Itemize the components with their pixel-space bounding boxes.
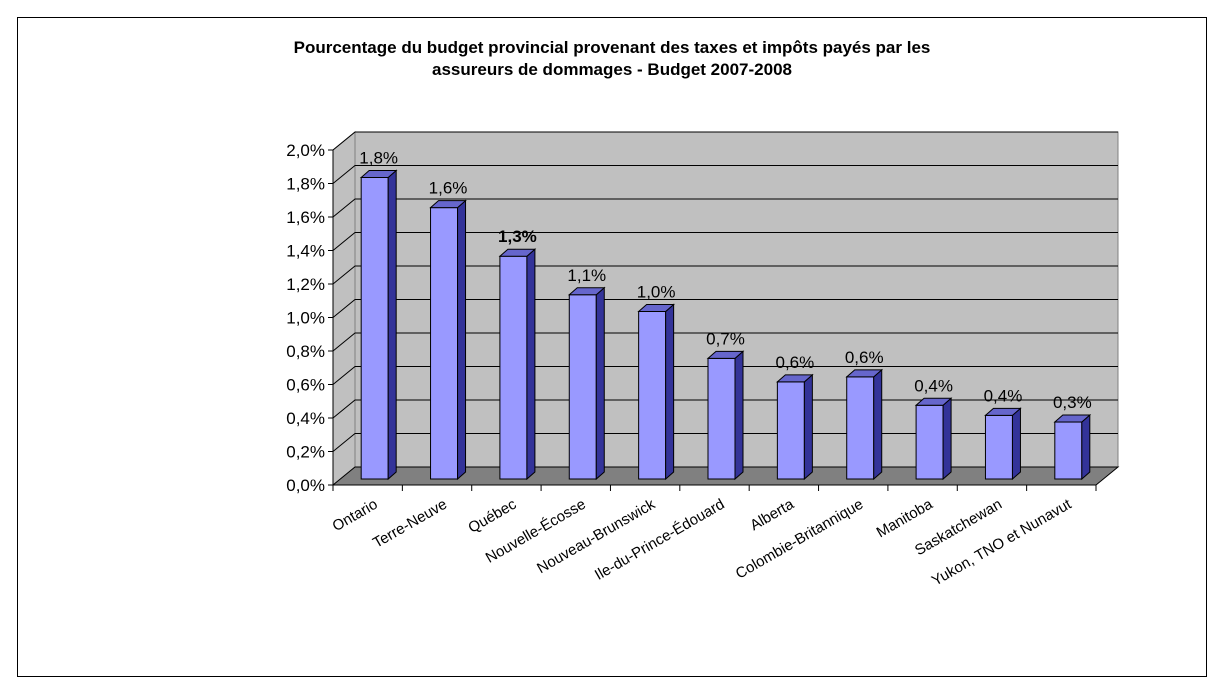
data-label: 1,0% (637, 283, 676, 302)
bar-side (665, 303, 675, 481)
gridline (332, 232, 1118, 251)
gridline (332, 332, 1118, 352)
data-label: 0,3% (1053, 393, 1092, 412)
chart-title: Pourcentage du budget provincial provena… (0, 37, 1224, 81)
y-tick-label: 1,6% (286, 208, 325, 227)
bar-top (637, 304, 675, 312)
bar-top (914, 397, 953, 406)
y-tick-label: 1,4% (286, 242, 325, 261)
gridline (332, 265, 1118, 285)
data-label: 1,3% (498, 227, 537, 246)
bar-side (734, 350, 744, 481)
data-label: 0,6% (845, 348, 884, 367)
bar-side (942, 397, 952, 481)
data-label: 1,8% (359, 149, 398, 168)
bar-top (776, 374, 814, 383)
bar (638, 311, 667, 480)
y-tick-label: 1,2% (286, 275, 325, 294)
gridline (332, 366, 1118, 385)
bar-side (873, 368, 883, 481)
category-label: Ile-du-Prince-Édouard (592, 496, 728, 584)
bar-side (387, 169, 397, 481)
data-label: 1,6% (429, 179, 468, 198)
gridline (332, 131, 1118, 151)
bar-top (567, 287, 606, 296)
bar (430, 207, 459, 480)
bar (776, 381, 805, 480)
bar-top (498, 248, 537, 257)
bar-side (1081, 413, 1091, 481)
bar (499, 255, 528, 480)
bar-chart: 0,0% 0,2% 0,4% 0,6% 0,8% 1,0% 1,2% 1,4% 1,6% 1,8%… (286, 130, 1120, 590)
category-label: Terre-Neuve (370, 496, 450, 552)
category-label: Québec (465, 495, 519, 536)
y-tick-label: 2,0% (286, 141, 325, 160)
y-tick-label: 0,2% (286, 443, 325, 462)
data-label: 0,4% (984, 386, 1023, 405)
bar-side (526, 248, 536, 481)
bar-top (429, 200, 467, 209)
bar (846, 376, 875, 480)
bar-top (1053, 414, 1092, 423)
bar-top (845, 369, 884, 378)
gridline (332, 165, 1118, 184)
y-tick-label: 0,4% (286, 409, 325, 428)
data-label: 0,4% (914, 376, 953, 395)
data-label: 0,7% (706, 329, 745, 348)
bar (984, 414, 1013, 480)
bar-top (359, 170, 398, 178)
y-tick-label: 1,8% (286, 175, 325, 194)
bar (707, 357, 736, 480)
y-tick-label: 0,0% (286, 476, 325, 495)
bar-side (457, 199, 467, 481)
gridline (332, 198, 1118, 218)
category-label: Manitoba (874, 495, 937, 541)
category-label: Colombie-Britannique (733, 496, 866, 583)
bar-top (706, 350, 745, 359)
data-label: 0,6% (775, 353, 814, 372)
bar (360, 177, 389, 480)
category-label: Ontario (330, 496, 381, 535)
category-label: Alberta (747, 495, 797, 534)
gridline (332, 299, 1118, 318)
y-tick-label: 1,0% (286, 309, 325, 328)
chart-title-line-1: Pourcentage du budget provincial provena… (293, 38, 931, 57)
bar-side (1011, 407, 1021, 481)
y-tick-label: 0,8% (286, 342, 325, 361)
y-tick-label: 0,6% (286, 376, 325, 395)
bar (915, 404, 944, 480)
bar-top (984, 407, 1022, 416)
chart-title-line-2: assureurs de dommages - Budget 2007-2008 (432, 60, 792, 79)
bar (568, 294, 597, 480)
bar (1054, 421, 1083, 480)
data-label: 1,1% (567, 266, 606, 285)
bar-side (595, 286, 605, 481)
bar-side (803, 373, 813, 481)
category-label: Nouveau-Brunswick (534, 495, 658, 577)
